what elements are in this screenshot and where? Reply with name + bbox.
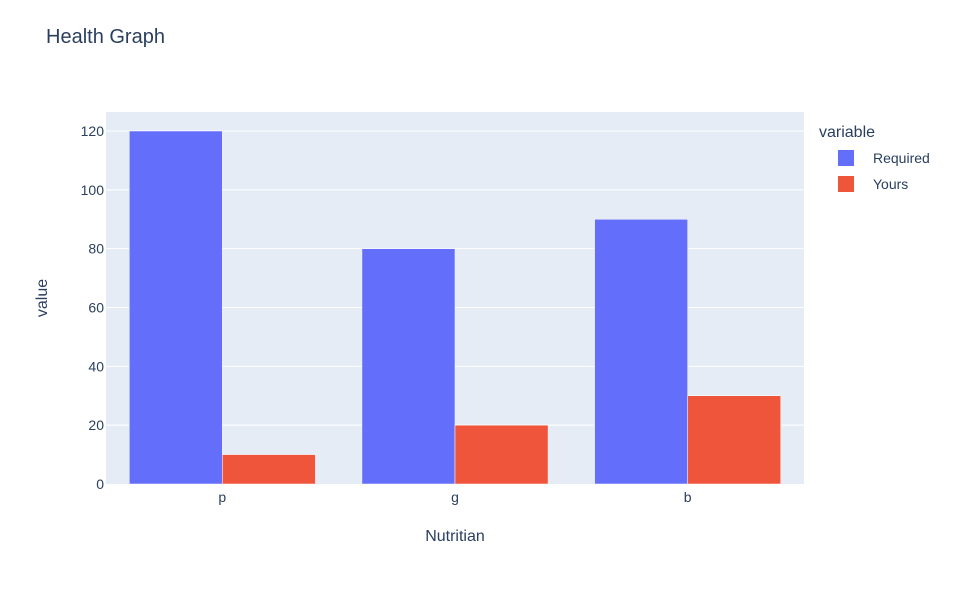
y-tick-label: 20 [88,417,104,433]
legend-swatch-required[interactable] [838,150,854,166]
bar-yours-p[interactable] [222,454,316,485]
bar-required-g[interactable] [361,248,456,485]
y-tick-label: 60 [88,300,104,316]
y-tick-label: 120 [81,123,105,139]
y-tick-label: 40 [88,358,104,374]
legend[interactable]: variable Required Yours [819,124,930,192]
bar-required-b[interactable] [594,219,688,485]
chart-title: Health Graph [46,26,165,48]
legend-swatch-yours[interactable] [838,176,854,192]
legend-label-required[interactable]: Required [873,150,930,166]
legend-title: variable [819,124,875,141]
x-axis-title: Nutritian [425,528,485,545]
y-tick-labels: 0 20 40 60 80 100 120 [81,123,105,492]
y-tick-label: 0 [96,476,104,492]
bar-yours-b[interactable] [687,395,781,485]
x-tick-label: g [451,489,459,505]
legend-label-yours[interactable]: Yours [873,176,908,192]
y-tick-label: 80 [88,241,104,257]
bar-yours-g[interactable] [454,424,549,485]
y-tick-label: 100 [81,182,105,198]
x-tick-label: b [684,489,692,505]
bar-required-p[interactable] [129,130,223,485]
x-tick-label: p [218,489,226,505]
y-axis-title: value [34,279,51,317]
bars [129,130,781,485]
